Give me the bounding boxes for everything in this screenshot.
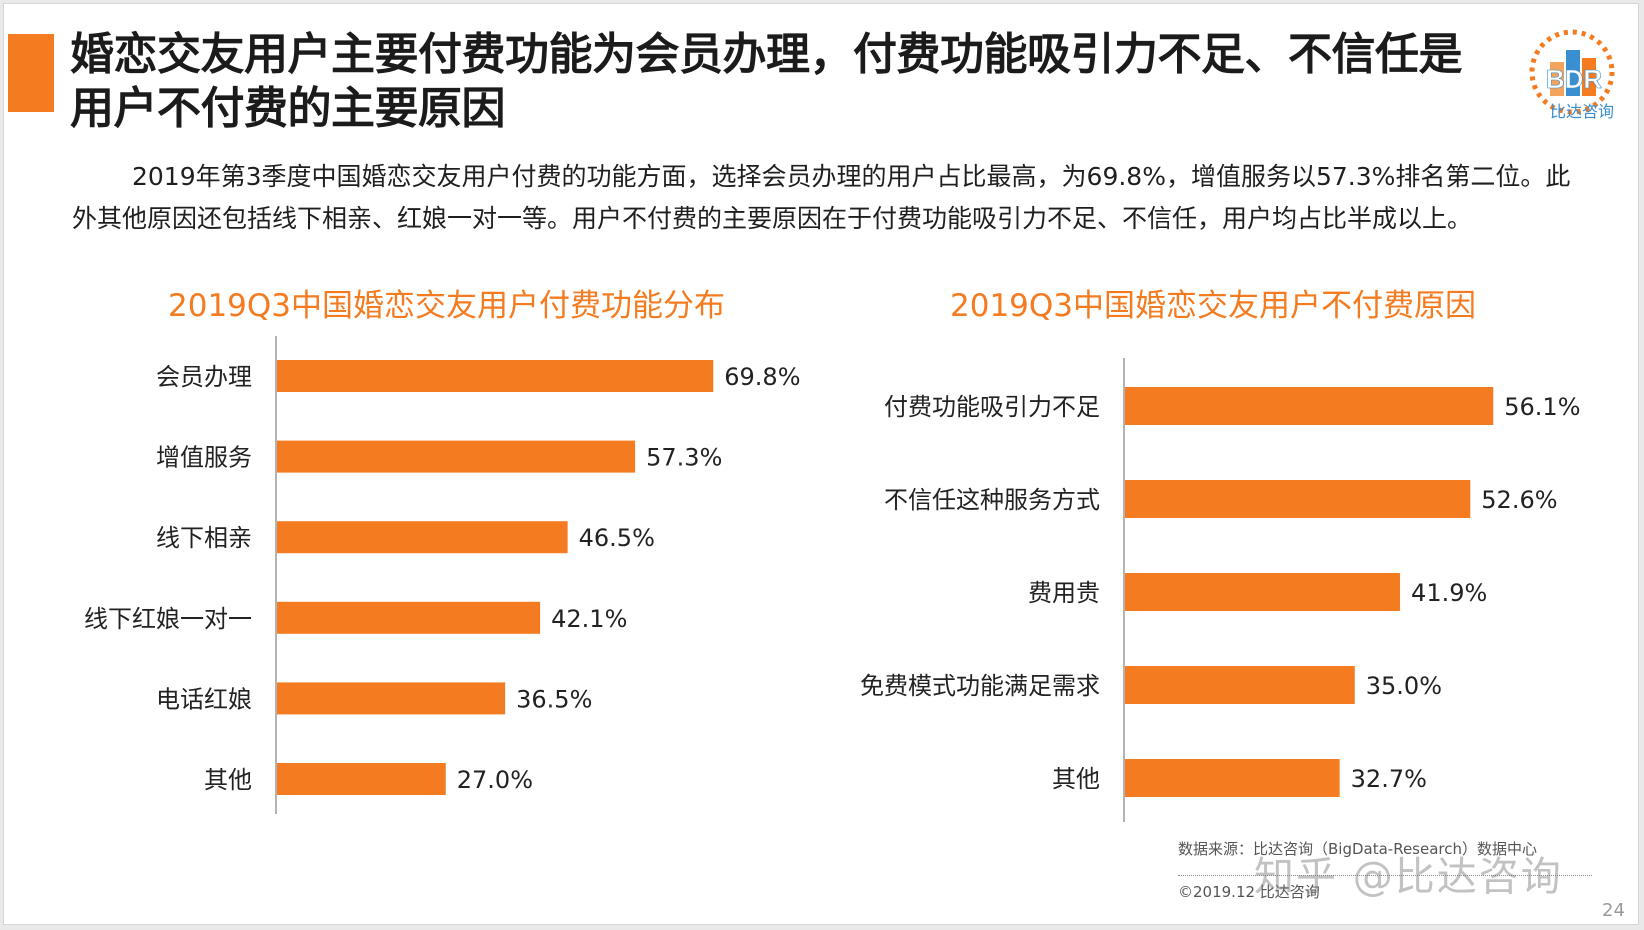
chart-1-bar	[1125, 666, 1355, 704]
chart-2-title: 2019Q3中国婚恋交友用户不付费原因	[950, 288, 1477, 324]
chart-2-non-payment-reasons: 付费功能吸引力不足 56.1% 不信任这种服务方式 52.6% 费用贵 41.9% 免费模式…	[860, 358, 1581, 822]
chart-1-category-label: 其他	[1052, 765, 1100, 793]
chart-0-category-label: 电话红娘	[156, 685, 252, 713]
chart-0-data-label: 42.1%	[551, 605, 627, 633]
logo-bar-3	[1582, 58, 1596, 96]
chart-0-category-label: 其他	[204, 766, 252, 794]
slide-title: 婚恋交友用户主要付费功能为会员办理，付费功能吸引力不足、不信任是用户不付费的主要…	[70, 29, 1463, 134]
page-number: 24	[1602, 900, 1625, 921]
logo-ring	[1529, 29, 1615, 115]
chart-1-category-label: 免费模式功能满足需求	[860, 672, 1100, 700]
chart-0-category-label: 线下红娘一对一	[84, 605, 252, 633]
logo-bar-1	[1550, 62, 1564, 96]
chart-0-bar	[277, 601, 541, 634]
accent-bar-shape	[8, 34, 54, 112]
chart-1-bar	[1125, 480, 1471, 518]
chart-0-data-label: 57.3%	[646, 444, 722, 472]
source-divider	[1178, 875, 1592, 876]
chart-1-bar	[1125, 573, 1401, 611]
logo-bar-2	[1566, 50, 1580, 96]
slide: 婚恋交友用户主要付费功能为会员办理，付费功能吸引力不足、不信任是用户不付费的主要…	[3, 3, 1639, 925]
chart-1-data-label: 56.1%	[1504, 393, 1580, 421]
chart-0-bar	[277, 360, 714, 392]
chart-0-category-label: 会员办理	[156, 363, 252, 391]
chart-1-bar	[1125, 387, 1494, 425]
logo-letters: BDR	[1546, 64, 1603, 94]
chart-1-data-label: 32.7%	[1351, 765, 1427, 793]
chart-0-bar	[277, 521, 568, 554]
chart-1-data-label: 52.6%	[1481, 486, 1557, 514]
chart-1-payment-features: 会员办理 69.8% 增值服务 57.3% 线下相亲 46.5% 线下红娘一对一 42.1% 电…	[84, 336, 801, 814]
chart-0-data-label: 69.8%	[724, 363, 800, 391]
logo-company-name: 比达咨询	[1550, 102, 1615, 121]
chart-0-category-label: 线下相亲	[156, 524, 252, 552]
chart-0-bar	[277, 440, 636, 473]
chart-0-data-label: 36.5%	[516, 685, 592, 713]
chart-0-data-label: 27.0%	[457, 766, 533, 794]
chart-1-category-label: 不信任这种服务方式	[884, 486, 1100, 514]
chart-0-bar	[277, 763, 446, 795]
chart-1-title: 2019Q3中国婚恋交友用户付费功能分布	[168, 288, 726, 324]
bdr-logo-icon: BDR	[1529, 29, 1615, 115]
data-source: 数据来源：比达咨询（BigData-Research）数据中心	[1178, 840, 1538, 858]
copyright: ©2019.12 比达咨询	[1178, 883, 1320, 901]
chart-1-data-label: 41.9%	[1411, 579, 1487, 607]
watermark: 知乎 @比达咨询	[1254, 854, 1563, 900]
chart-0-data-label: 46.5%	[579, 524, 655, 552]
chart-0-category-label: 增值服务	[156, 444, 252, 472]
summary-paragraph: 2019年第3季度中国婚恋交友用户付费的功能方面，选择会员办理的用户占比最高，为…	[72, 162, 1571, 233]
chart-1-bar	[1125, 759, 1340, 797]
chart-1-category-label: 费用贵	[1028, 579, 1100, 607]
chart-0-bar	[277, 682, 506, 715]
chart-1-category-label: 付费功能吸引力不足	[884, 393, 1100, 421]
accent-bar	[8, 34, 54, 112]
chart-1-data-label: 35.0%	[1366, 672, 1442, 700]
